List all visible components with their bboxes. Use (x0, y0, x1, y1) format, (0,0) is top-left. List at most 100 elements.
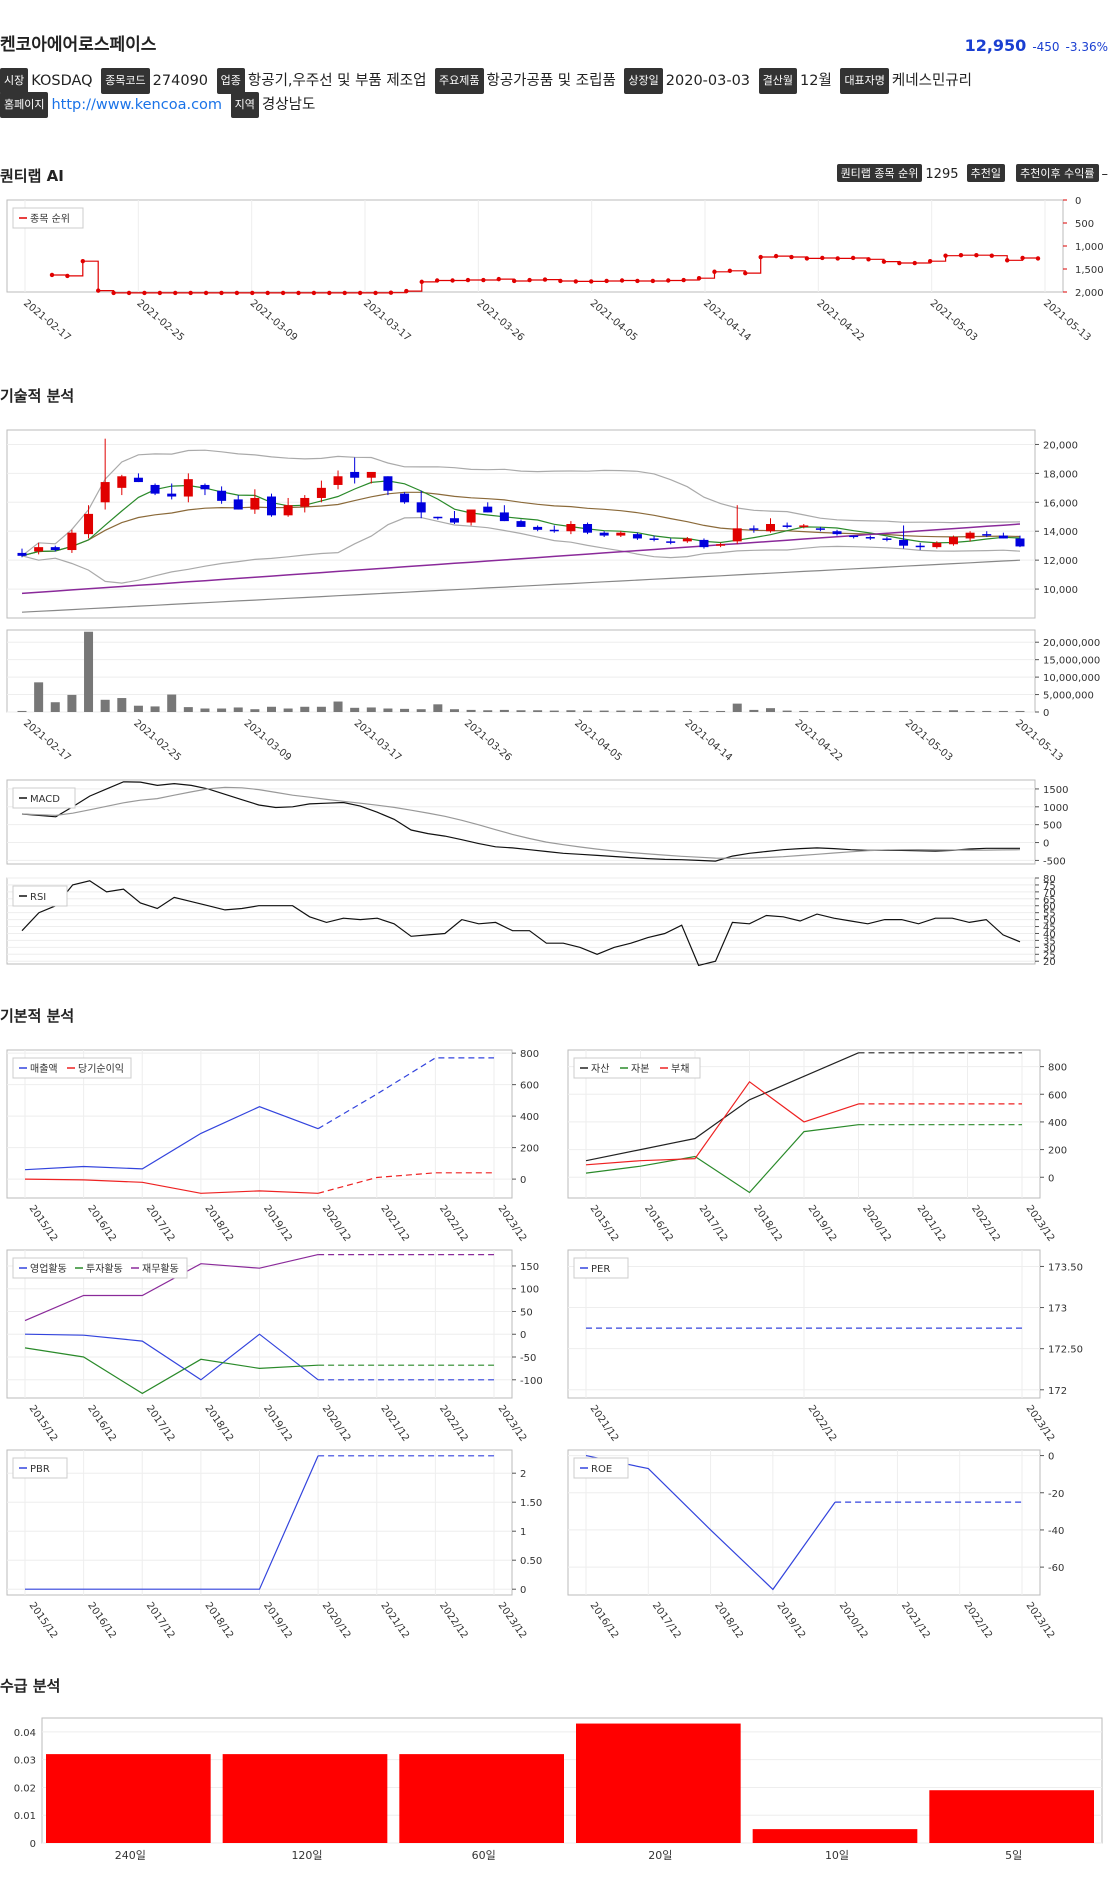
info-row-1: 시장 KOSDAQ 종목코드 274090 업종 항공기,우주선 및 부품 제조업 주… (0, 68, 972, 94)
section-supply-title: 수급 분석 (0, 1677, 61, 1695)
rank-point (481, 277, 486, 283)
return-value: – (1101, 167, 1109, 182)
roe-chart-xtick-label: 2021/12 (899, 1600, 932, 1640)
volume-bar (233, 707, 243, 712)
volume-bar (998, 710, 1008, 712)
rank-point (758, 254, 763, 260)
market-value: KOSDAQ (31, 73, 93, 89)
rank-xtick-label: 2021-04-14 (701, 298, 753, 344)
volume-bar (167, 694, 177, 712)
cashflow-chart-ytick-label: 0 (520, 1330, 526, 1341)
volume-bar (566, 710, 576, 712)
cashflow-chart-ytick-label: -100 (520, 1376, 543, 1387)
balance-chart-series-line (585, 1052, 859, 1162)
volume-xtick-label: 2021-05-13 (1013, 718, 1065, 764)
candle-body (632, 534, 642, 539)
rank-xtick-label: 2021-03-17 (361, 298, 413, 344)
homepage-link[interactable]: http://www.kencoa.com (51, 97, 223, 113)
rank-point (712, 269, 717, 274)
rank-point (943, 253, 948, 258)
pbr-chart-ytick-label: 0 (520, 1585, 526, 1596)
sales-chart-xtick-label: 2020/12 (320, 1203, 353, 1243)
rank-point (666, 278, 671, 283)
candle-body (150, 484, 160, 494)
volume-bar (350, 707, 360, 712)
supply-bar (46, 1754, 211, 1843)
balance-chart-xtick-label: 2019/12 (806, 1203, 839, 1243)
candle-body (100, 482, 110, 503)
supply-ytick-label: 0 (30, 1839, 36, 1850)
candle-body (133, 477, 143, 483)
candle-body (948, 537, 958, 545)
volume-bar (666, 710, 676, 712)
volume-bar (449, 709, 459, 712)
volume-bar (749, 709, 759, 712)
candle-body (283, 505, 293, 516)
rank-point (126, 290, 132, 296)
rank-point (1020, 255, 1025, 261)
candle-body (782, 525, 792, 527)
candle-body (649, 538, 659, 540)
balance-chart-xtick-label: 2023/12 (1024, 1203, 1057, 1243)
rsi-legend-label: RSI (30, 892, 46, 903)
pbr-chart-xtick-label: 2018/12 (202, 1600, 235, 1640)
fiscal-value: 12월 (800, 73, 832, 89)
volume-bar (183, 707, 193, 712)
cashflow-chart-xtick-label: 2016/12 (85, 1403, 118, 1443)
volume-bar (815, 710, 825, 712)
candle-ytick-label: 18,000 (1043, 469, 1078, 480)
rank-point (558, 278, 563, 284)
rank-point (820, 255, 825, 261)
rank-point (635, 278, 640, 284)
volume-bar (200, 708, 210, 712)
per-chart-legend-label: PER (591, 1264, 610, 1275)
roe-chart-xtick-label: 2020/12 (837, 1600, 870, 1640)
fiscal-tag: 결산월 (758, 68, 798, 94)
volume-bar (466, 709, 476, 712)
sales-chart-series-line (24, 1178, 319, 1194)
rsi-ytick-label: 75 (1043, 881, 1056, 892)
sales-chart-xtick-label: 2016/12 (85, 1203, 118, 1243)
sales-chart-ytick-label: 400 (520, 1112, 539, 1123)
rank-line (52, 254, 1039, 294)
candle-body (682, 538, 692, 542)
rsi-ytick-label: 80 (1043, 874, 1056, 885)
rank-ytick-label: 1,500 (1075, 265, 1104, 276)
roe-chart-xtick-label: 2019/12 (774, 1600, 807, 1640)
rank-ytick-label: 1,000 (1075, 242, 1104, 253)
volume-bar (732, 703, 742, 712)
rsi-ytick-label: 65 (1043, 895, 1056, 906)
rank-point (881, 259, 887, 264)
bollinger-lower (21, 516, 1021, 584)
moving-average-20 (21, 491, 1021, 557)
rank-point (681, 277, 686, 283)
cashflow-chart-ytick-label: -50 (520, 1353, 536, 1364)
rank-point (419, 279, 424, 285)
rank-point (989, 253, 994, 258)
rsi-ytick-label: 45 (1043, 923, 1056, 934)
rank-point (1004, 258, 1010, 263)
rank-point (604, 278, 609, 284)
pbr-chart-ytick-label: 1.50 (520, 1498, 542, 1509)
candle-body (383, 476, 393, 491)
candle-body (749, 528, 759, 530)
macd-ytick-label: 0 (1043, 839, 1049, 850)
volume-bar (549, 710, 559, 712)
rsi-ytick-label: 30 (1043, 943, 1056, 954)
candle-body (882, 538, 892, 540)
pbr-chart-xtick-label: 2015/12 (27, 1600, 60, 1640)
cashflow-chart-xtick-label: 2023/12 (496, 1403, 529, 1443)
sales-chart-xtick-label: 2023/12 (496, 1203, 529, 1243)
candle-body (899, 539, 909, 546)
price-display: 12,950 -450 -3.36% (965, 36, 1108, 55)
cashflow-chart-xtick-label: 2015/12 (27, 1403, 60, 1443)
candle-ytick-label: 10,000 (1043, 585, 1078, 596)
rsi-ytick-label: 70 (1043, 888, 1056, 899)
moving-average-120 (21, 523, 1021, 595)
roe-chart-ytick-label: -20 (1048, 1489, 1064, 1500)
rank-point (357, 290, 363, 296)
candle-body (333, 476, 343, 485)
price-change-pct: -3.36% (1065, 40, 1108, 54)
rank-xtick-label: 2021-04-22 (814, 298, 866, 344)
rank-point (511, 278, 517, 284)
